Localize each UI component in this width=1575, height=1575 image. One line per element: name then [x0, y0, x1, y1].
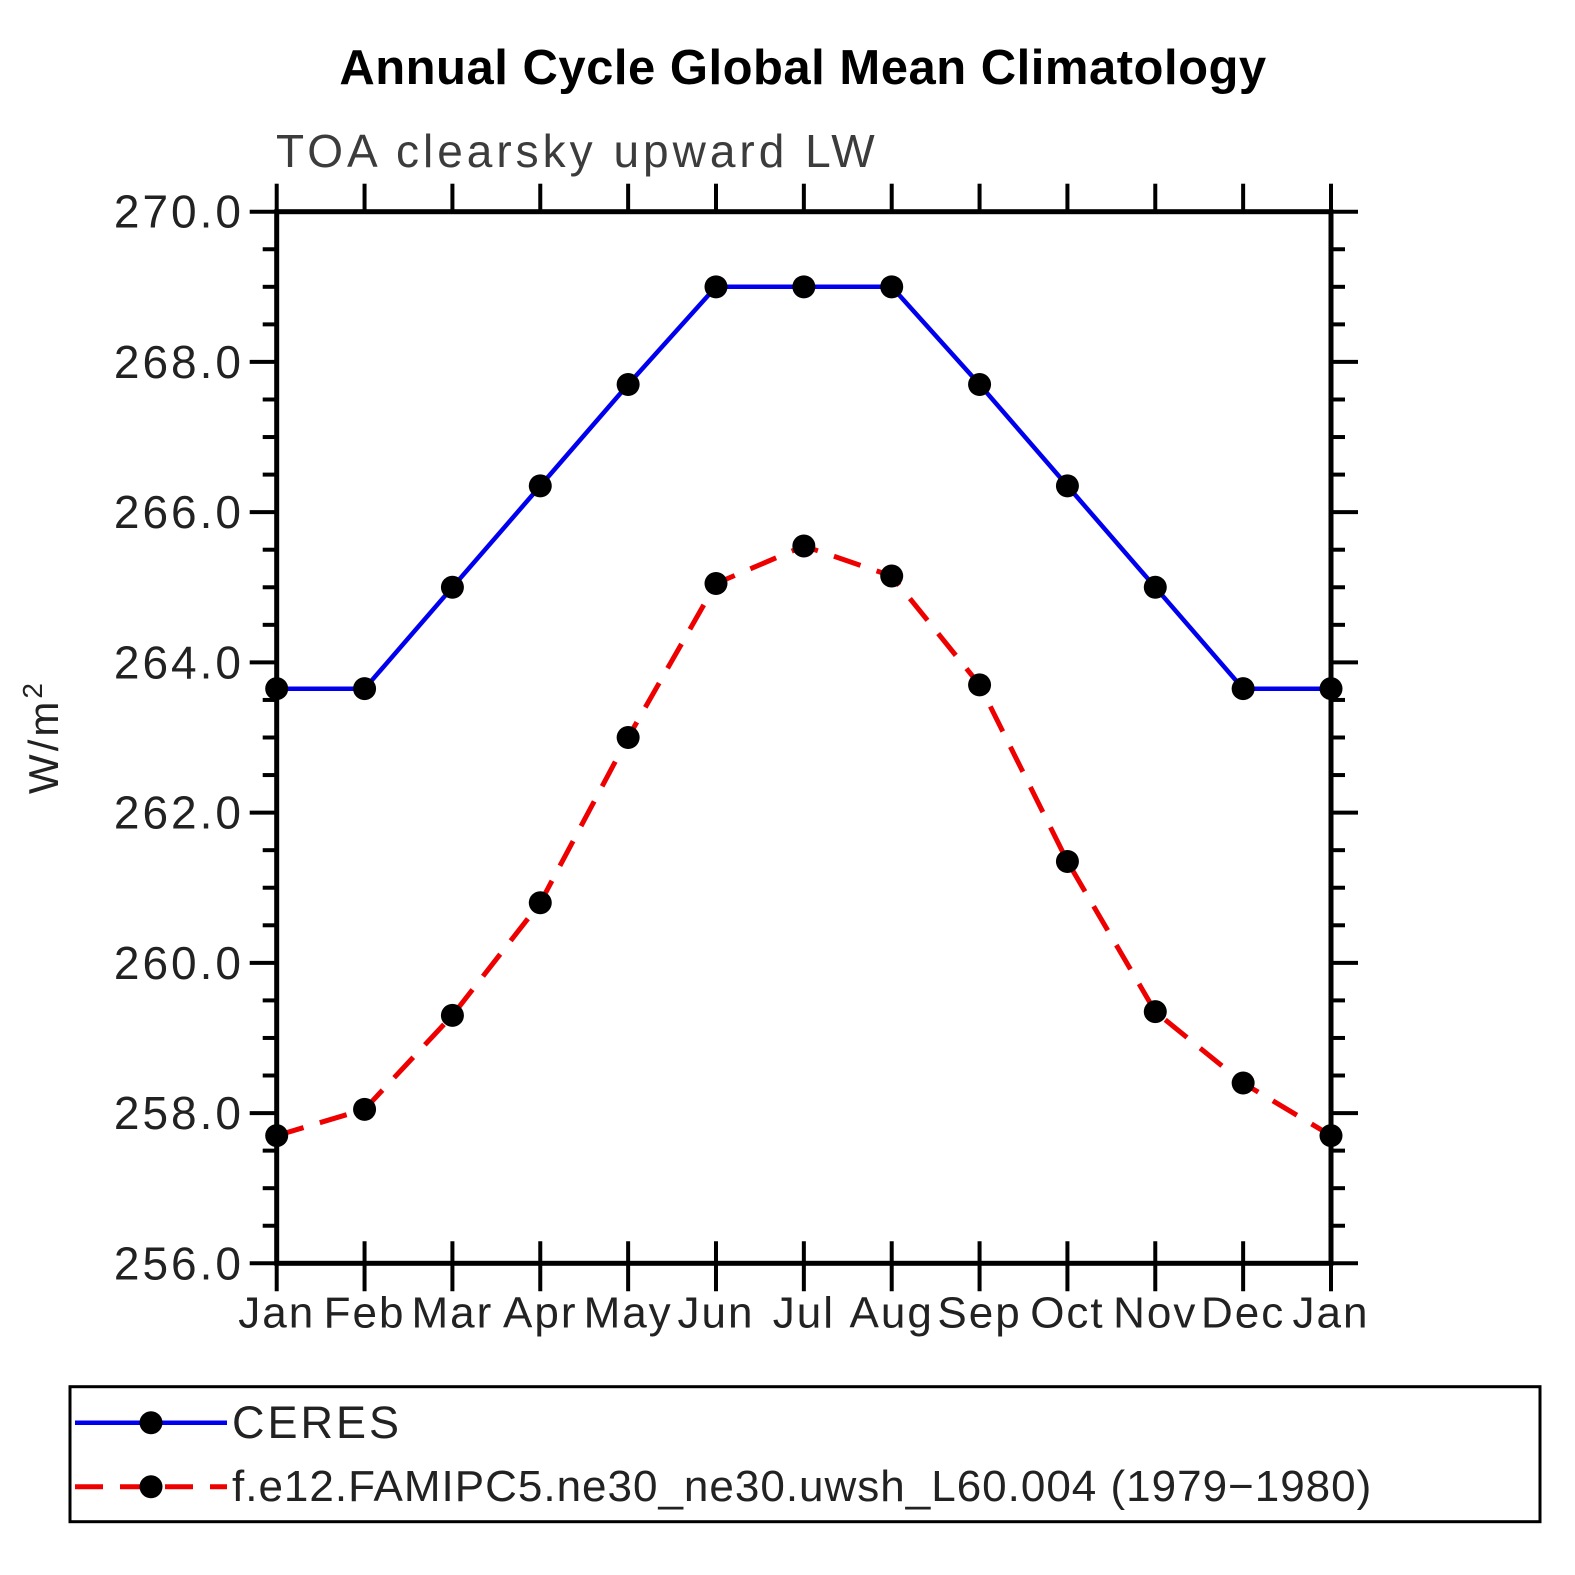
series-1-point [353, 1097, 377, 1121]
x-tick-label: Jul [773, 1289, 835, 1338]
series-1-point [1231, 1071, 1255, 1095]
series-1-point [440, 1003, 464, 1027]
series-0-point [968, 372, 992, 396]
x-tick-label: Mar [412, 1289, 494, 1338]
y-axis-title: W/m2 [17, 680, 67, 794]
series-1-point [1143, 1000, 1167, 1024]
legend: CERES f.e12.FAMIPC5.ne30_ne30.uwsh_L60.0… [68, 1385, 1542, 1524]
chart-title: Annual Cycle Global Mean Climatology [339, 41, 1267, 95]
series-line-1 [275, 543, 1333, 1138]
y-tick-label: 266.0 [114, 486, 244, 538]
legend-marker-ceres [139, 1411, 163, 1435]
plot-frame [274, 209, 1334, 1266]
x-tick-label: Apr [503, 1289, 577, 1338]
legend-entry-ceres: CERES [75, 1397, 402, 1448]
y-tick-label: 264.0 [114, 636, 244, 688]
series-line-0 [276, 284, 1331, 691]
x-tick-label: Sep [937, 1289, 1021, 1338]
legend-label-ceres: CERES [232, 1397, 402, 1448]
x-tick-label: Jan [1293, 1289, 1370, 1338]
x-tick-label: Jun [678, 1289, 755, 1338]
series-0-point [528, 474, 552, 498]
series-0-point [353, 677, 377, 701]
series-1-point [880, 564, 904, 588]
series-1-point [792, 534, 816, 558]
series-0-point [880, 275, 904, 299]
x-tick-label: Nov [1113, 1289, 1197, 1338]
series-0-point [1143, 575, 1167, 599]
series-1-point [704, 572, 728, 596]
legend-marker-model [139, 1475, 163, 1499]
y-tick-label: 260.0 [114, 937, 244, 989]
y-tick-label: 262.0 [114, 787, 244, 839]
legend-entry-model: f.e12.FAMIPC5.ne30_ne30.uwsh_L60.004 (19… [75, 1462, 1372, 1511]
x-tick-label: Oct [1030, 1289, 1104, 1338]
y-tick-label: 268.0 [114, 336, 244, 388]
series-0-point [704, 275, 728, 299]
series-0-point [792, 275, 816, 299]
series-1-point [528, 891, 552, 915]
legend-label-model: f.e12.FAMIPC5.ne30_ne30.uwsh_L60.004 (19… [232, 1462, 1372, 1511]
x-tick-label: Jan [238, 1289, 315, 1338]
series-1-point [616, 726, 640, 749]
x-tick-label: May [584, 1289, 673, 1338]
plot-area: 270.0 268.0 266.0 264.0 262.0 260.0 258.0 256.0… [114, 183, 1370, 1338]
series-0-point [616, 372, 640, 396]
series-0-point [440, 575, 464, 599]
series-0-point [1231, 677, 1255, 701]
series-1-point [968, 673, 992, 697]
x-tick-label: Feb [324, 1289, 406, 1338]
x-tick-label: Dec [1201, 1289, 1285, 1338]
chart-subtitle: TOA clearsky upward LW [276, 125, 879, 177]
x-tick-label: Aug [850, 1289, 934, 1338]
y-tick-label: 258.0 [114, 1087, 244, 1139]
y-tick-label: 256.0 [114, 1237, 244, 1289]
series-1-point [1055, 849, 1079, 873]
y-tick-label: 270.0 [114, 186, 244, 238]
series-0-point [1055, 474, 1079, 498]
legend-box [68, 1385, 1542, 1524]
